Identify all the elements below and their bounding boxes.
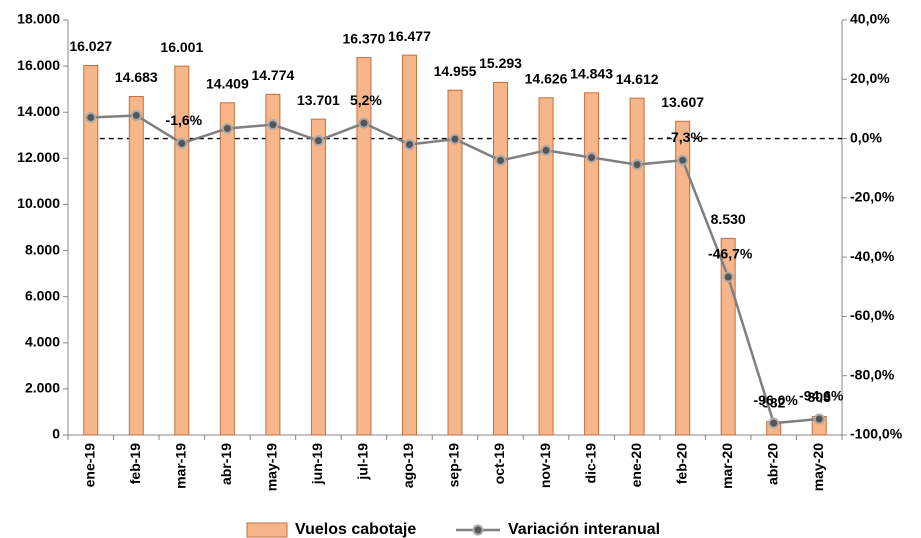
- y2-tick-label: 40,0%: [850, 11, 890, 27]
- y-tick-label: 16.000: [17, 57, 60, 73]
- bar-value-label: 13.607: [661, 94, 704, 110]
- bar: [265, 93, 281, 436]
- legend-label: Vuelos cabotaje: [295, 521, 416, 538]
- x-tick-label: mar-20: [719, 443, 735, 489]
- line-marker: [449, 133, 461, 145]
- bar: [629, 97, 645, 436]
- line-marker: [586, 152, 598, 164]
- x-tick-label: ene-20: [628, 443, 644, 488]
- bar-value-label: 14.683: [115, 69, 158, 85]
- line-marker: [631, 159, 643, 171]
- line-marker: [267, 119, 279, 131]
- line-value-label: -96,0%: [754, 392, 799, 408]
- bar-value-label: 14.955: [434, 63, 477, 79]
- line-marker: [677, 154, 689, 166]
- bar-value-label: 8.530: [711, 211, 746, 227]
- line-value-label: -7,3%: [666, 129, 703, 145]
- x-tick-label: mar-19: [173, 443, 189, 489]
- bar: [310, 118, 326, 436]
- bar-value-label: 16.370: [343, 30, 386, 46]
- line-marker: [403, 139, 415, 150]
- line-marker: [130, 109, 142, 121]
- bar: [401, 54, 417, 436]
- line-marker: [768, 417, 780, 429]
- bar: [219, 102, 235, 436]
- x-tick-label: oct-19: [491, 443, 507, 484]
- y2-tick-label: 0,0%: [850, 129, 882, 145]
- bar-value-label: 14.409: [206, 75, 249, 91]
- bar-value-label: 14.612: [616, 71, 659, 87]
- line-marker: [85, 112, 97, 124]
- legend-marker: [472, 524, 484, 536]
- x-tick-label: abr-19: [218, 443, 234, 485]
- bar: [538, 97, 554, 436]
- bar: [356, 57, 372, 436]
- y-tick-label: 8.000: [25, 241, 60, 257]
- x-tick-label: abr-20: [764, 443, 780, 485]
- y-tick-label: 4.000: [25, 333, 60, 349]
- x-tick-label: ago-19: [400, 443, 416, 488]
- bar: [174, 65, 190, 436]
- x-tick-label: jun-19: [309, 443, 325, 485]
- y-tick-label: 0: [52, 426, 60, 442]
- bar: [83, 64, 99, 436]
- legend-swatch: [246, 522, 288, 538]
- line-marker: [221, 122, 233, 134]
- x-tick-label: ene-19: [81, 443, 97, 488]
- x-tick-label: nov-19: [537, 443, 553, 488]
- y2-tick-label: -80,0%: [850, 366, 895, 382]
- bar: [447, 89, 463, 436]
- y2-tick-label: -100,0%: [850, 426, 903, 442]
- y-tick-label: 6.000: [25, 287, 60, 303]
- y2-tick-label: -40,0%: [850, 248, 895, 264]
- bar-value-label: 14.626: [525, 70, 568, 86]
- legend-label: Variación interanual: [508, 521, 660, 538]
- bar-value-label: 16.477: [388, 28, 431, 44]
- y-tick-label: 14.000: [17, 103, 60, 119]
- line-value-label: 5,2%: [350, 92, 382, 108]
- line-value-label: -94,6%: [799, 388, 844, 404]
- y2-tick-label: -20,0%: [850, 189, 895, 205]
- bar-value-label: 803: [808, 389, 832, 405]
- bar-value-label: 14.843: [570, 65, 613, 81]
- bar: [493, 81, 509, 436]
- line-marker: [176, 137, 188, 149]
- line-marker: [722, 271, 734, 283]
- x-tick-label: may-20: [810, 443, 826, 491]
- line-marker: [813, 413, 825, 425]
- line-marker: [495, 155, 507, 167]
- x-tick-label: sep-19: [446, 443, 462, 488]
- x-tick-label: jul-19: [355, 443, 371, 481]
- y-tick-label: 18.000: [17, 11, 60, 27]
- line-marker: [312, 135, 324, 147]
- x-tick-label: feb-20: [673, 443, 689, 484]
- y2-tick-label: -60,0%: [850, 307, 895, 323]
- y-tick-label: 12.000: [17, 149, 60, 165]
- y-tick-label: 2.000: [25, 380, 60, 396]
- bar-value-label: 14.774: [251, 67, 294, 83]
- bar-value-label: 16.001: [160, 39, 203, 55]
- x-tick-label: feb-19: [127, 443, 143, 484]
- line-value-label: -1,6%: [166, 112, 203, 128]
- bar: [584, 92, 600, 436]
- bar-value-label: 16.027: [69, 38, 112, 54]
- line-value-label: -46,7%: [708, 246, 753, 262]
- line-marker: [358, 117, 370, 129]
- x-tick-label: may-19: [264, 443, 280, 491]
- y2-tick-label: 20,0%: [850, 70, 890, 86]
- x-tick-label: dic-19: [582, 443, 598, 484]
- bar: [128, 95, 144, 436]
- bar-value-label: 15.293: [479, 55, 522, 71]
- bar-value-label: 13.701: [297, 92, 340, 108]
- y-tick-label: 10.000: [17, 195, 60, 211]
- bar: [675, 120, 691, 436]
- line-marker: [540, 144, 552, 156]
